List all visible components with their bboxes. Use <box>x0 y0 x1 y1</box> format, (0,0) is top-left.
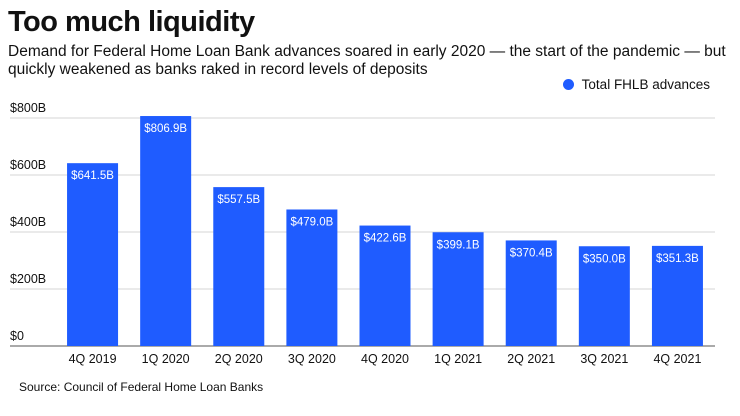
y-tick-label: $0 <box>10 329 24 343</box>
x-tick-label: 3Q 2020 <box>288 352 336 366</box>
bar <box>432 232 484 346</box>
bar <box>213 187 265 346</box>
x-tick-label: 1Q 2021 <box>434 352 482 366</box>
x-tick-label: 4Q 2019 <box>69 352 117 366</box>
bar-data-label: $479.0B <box>290 216 333 228</box>
x-tick-label: 3Q 2021 <box>580 352 628 366</box>
bar-data-label: $399.1B <box>437 239 480 251</box>
x-tick-label: 1Q 2020 <box>142 352 190 366</box>
bar-data-label: $350.0B <box>583 253 626 265</box>
bar <box>359 225 411 346</box>
x-tick-label: 2Q 2020 <box>215 352 263 366</box>
bar-data-label: $557.5B <box>217 194 260 206</box>
y-tick-label: $800B <box>10 101 46 115</box>
bar <box>140 116 192 346</box>
bar <box>505 240 557 346</box>
x-tick-label: 4Q 2021 <box>653 352 701 366</box>
y-tick-label: $400B <box>10 215 46 229</box>
x-tick-label: 4Q 2020 <box>361 352 409 366</box>
x-tick-label: 2Q 2021 <box>507 352 555 366</box>
y-tick-label: $200B <box>10 272 46 286</box>
legend: Total FHLB advances <box>562 77 710 92</box>
bar-data-label: $351.3B <box>656 253 699 265</box>
bar <box>651 245 703 346</box>
legend-marker <box>562 79 574 90</box>
bar-data-label: $806.9B <box>144 123 187 135</box>
chart-title: Too much liquidity <box>8 6 255 38</box>
y-tick-label: $600B <box>10 158 46 172</box>
bar <box>67 163 119 346</box>
bar <box>286 209 338 346</box>
bar-data-label: $370.4B <box>510 247 553 259</box>
chart-subtitle: Demand for Federal Home Loan Bank advanc… <box>8 43 726 78</box>
source-note: Source: Council of Federal Home Loan Ban… <box>19 380 264 394</box>
bar <box>578 246 630 346</box>
bar-data-label: $422.6B <box>364 233 407 245</box>
legend-label: Total FHLB advances <box>581 77 710 92</box>
bar-data-label: $641.5B <box>71 170 114 182</box>
